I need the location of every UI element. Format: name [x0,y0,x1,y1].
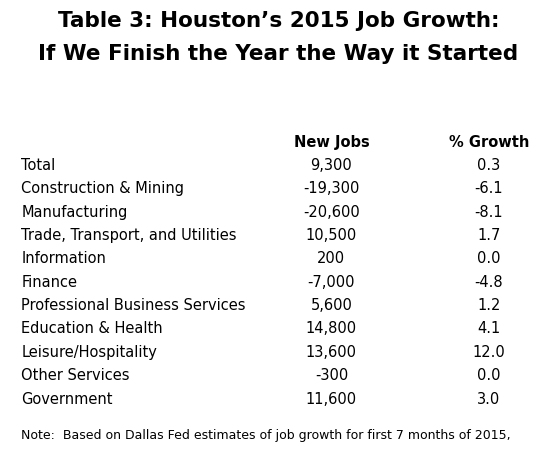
Text: Information: Information [21,251,106,266]
Text: -8.1: -8.1 [475,205,504,220]
Text: -300: -300 [315,368,348,383]
Text: If We Finish the Year the Way it Started: If We Finish the Year the Way it Started [38,44,519,64]
Text: Leisure/Hospitality: Leisure/Hospitality [21,345,157,360]
Text: -6.1: -6.1 [475,181,504,196]
Text: -20,600: -20,600 [303,205,360,220]
Text: 200: 200 [317,251,345,266]
Text: 4.1: 4.1 [477,321,501,336]
Text: % Growth: % Growth [449,135,529,150]
Text: 10,500: 10,500 [306,228,357,243]
Text: Other Services: Other Services [21,368,130,383]
Text: Government: Government [21,392,113,406]
Text: Trade, Transport, and Utilities: Trade, Transport, and Utilities [21,228,237,243]
Text: -7,000: -7,000 [307,275,355,290]
Text: 5,600: 5,600 [310,298,353,313]
Text: 13,600: 13,600 [306,345,357,360]
Text: 3.0: 3.0 [477,392,501,406]
Text: 0.3: 0.3 [477,158,501,173]
Text: 0.0: 0.0 [477,251,501,266]
Text: New Jobs: New Jobs [294,135,369,150]
Text: 1.2: 1.2 [477,298,501,313]
Text: Finance: Finance [21,275,77,290]
Text: Manufacturing: Manufacturing [21,205,128,220]
Text: -19,300: -19,300 [303,181,360,196]
Text: Table 3: Houston’s 2015 Job Growth:: Table 3: Houston’s 2015 Job Growth: [58,11,499,31]
Text: Construction & Mining: Construction & Mining [21,181,184,196]
Text: 14,800: 14,800 [306,321,357,336]
Text: Education & Health: Education & Health [21,321,163,336]
Text: 1.7: 1.7 [477,228,501,243]
Text: Total: Total [21,158,55,173]
Text: 0.0: 0.0 [477,368,501,383]
Text: -4.8: -4.8 [475,275,504,290]
Text: 12.0: 12.0 [473,345,505,360]
Text: Note:  Based on Dallas Fed estimates of job growth for first 7 months of 2015,: Note: Based on Dallas Fed estimates of j… [21,429,511,442]
Text: 11,600: 11,600 [306,392,357,406]
Text: Professional Business Services: Professional Business Services [21,298,246,313]
Text: 9,300: 9,300 [311,158,352,173]
